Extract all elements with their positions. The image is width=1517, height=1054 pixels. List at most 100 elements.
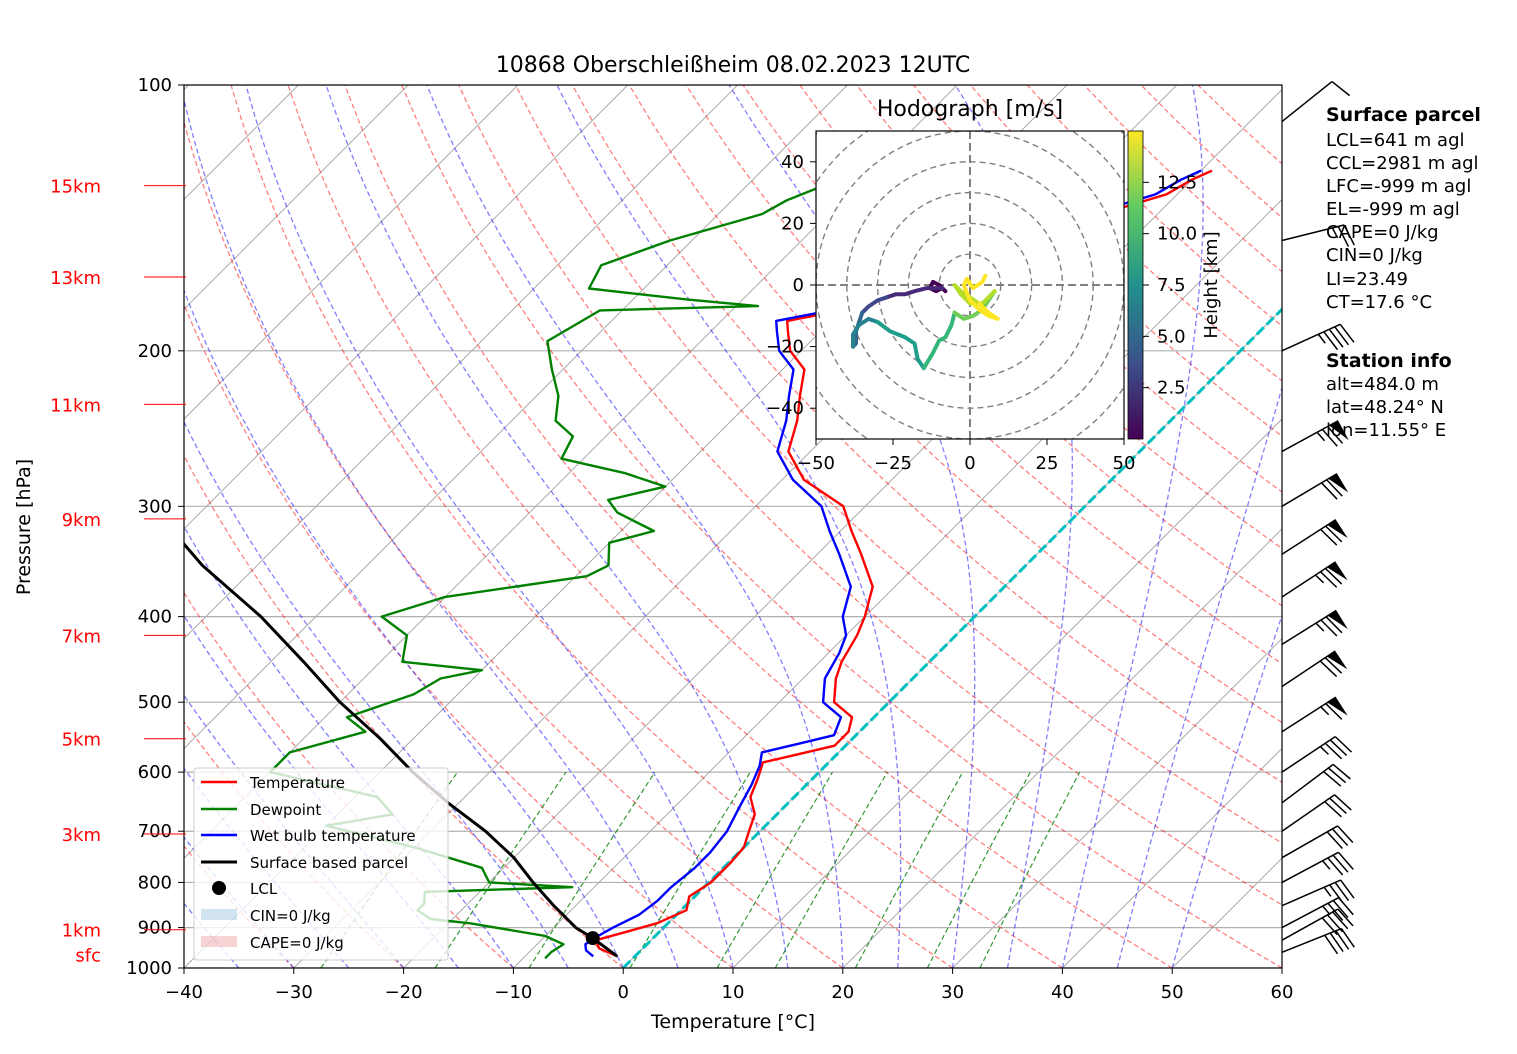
isotherm-line	[1062, 747, 1282, 968]
legend-label-cape: CAPE=0 J/kg	[250, 934, 344, 952]
station-alt: alt=484.0 m	[1326, 374, 1439, 395]
dewpoint-line	[268, 184, 825, 960]
barb-flag	[1334, 881, 1350, 902]
barb-halfflag	[1323, 886, 1332, 897]
barb-staff	[1281, 896, 1339, 929]
hodograph-ticks: −50 −25 0 25 50 40 20 0 −20 −40	[766, 152, 1135, 474]
surface-ccl: CCL=2981 m agl	[1326, 153, 1479, 174]
barb-flag	[1324, 934, 1339, 955]
y-tick-label: 900	[138, 918, 172, 939]
wind-barb	[1281, 224, 1355, 247]
wind-barb	[1281, 735, 1353, 773]
barb-flag	[1323, 331, 1339, 351]
moist-adiabat-line	[325, 85, 789, 968]
station-lat: lat=48.24° N	[1326, 397, 1444, 418]
barb-pennant	[1327, 519, 1348, 539]
legend-label-wetbulb: Wet bulb temperature	[250, 827, 416, 845]
colorbar-tick-label: 10.0	[1157, 224, 1197, 245]
barb-flag	[1325, 703, 1343, 720]
legend-label-dewpoint: Dewpoint	[250, 801, 321, 819]
y-tick-label: 200	[138, 341, 172, 362]
barb-staff	[1281, 763, 1334, 804]
surface-lfc: LFC=-999 m agl	[1326, 176, 1471, 197]
wind-barb	[1281, 896, 1354, 929]
moist-adiabat-line	[184, 614, 460, 968]
height-label: 15km	[50, 177, 101, 198]
barb-flag	[1332, 899, 1349, 919]
hodograph-y-tick-label: 20	[781, 213, 804, 234]
barb-flag	[1340, 879, 1355, 899]
isotherm-line	[732, 418, 1282, 968]
station-info-title: Station info	[1326, 350, 1452, 372]
x-tick-label: 10	[722, 982, 745, 1003]
dry-adiabat-line	[287, 85, 1063, 968]
barb-flag	[1327, 902, 1344, 921]
hodograph-title: Hodograph [m/s]	[877, 97, 1063, 122]
hodograph-x-tick-label: −50	[797, 453, 835, 474]
barb-flag	[1332, 763, 1351, 780]
barb-flag	[1329, 739, 1348, 757]
barb-flag	[1337, 825, 1354, 844]
dry-adiabat-line	[184, 454, 624, 968]
moist-adiabat-line	[1116, 385, 1282, 968]
barb-flag	[1334, 794, 1352, 811]
barb-halfflag	[1322, 905, 1331, 916]
height-label: 5km	[62, 730, 101, 751]
legend-label-parcel: Surface based parcel	[250, 854, 408, 872]
barb-staff	[1281, 323, 1341, 352]
hodograph-y-tick-label: −20	[766, 337, 804, 358]
isotherm-line	[184, 85, 519, 420]
barb-flag	[1324, 801, 1342, 818]
height-labels: 15km 13km 11km 9km 7km 5km 3km 1km sfc	[50, 177, 186, 966]
barb-flag	[1334, 326, 1350, 346]
barb-flag	[1324, 742, 1343, 760]
x-tick-label: 50	[1161, 982, 1184, 1003]
barb-flag	[1321, 482, 1338, 500]
y-tick-label: 100	[138, 75, 172, 96]
dry-adiabat-line	[401, 85, 1282, 968]
wind-barb	[1281, 794, 1352, 832]
surface-lcl: LCL=641 m agl	[1326, 130, 1465, 151]
barb-flag	[1340, 928, 1355, 948]
barb-staff	[1281, 80, 1333, 123]
barb-flag	[1337, 851, 1354, 870]
y-tick-label: 400	[138, 607, 172, 628]
mixing-ratio-line	[629, 771, 751, 968]
isotherm-line	[513, 198, 1282, 968]
mixing-ratio-line	[716, 771, 834, 968]
wind-barb	[1281, 696, 1348, 733]
hodograph-ring	[907, 222, 1033, 348]
hodograph-inset: Hodograph [m/s] −50 −25 0 25 50 40 20 0 −20 −40 2…	[766, 97, 1222, 474]
zero-isotherm	[622, 307, 1282, 968]
barb-flag	[1320, 619, 1338, 637]
x-tick-label: −20	[385, 982, 423, 1003]
legend-label-cin: CIN=0 J/kg	[250, 907, 331, 925]
wind-barb	[1281, 851, 1354, 884]
barb-staff	[1281, 851, 1339, 884]
barb-staff	[1281, 609, 1337, 645]
y-tick-label: 1000	[126, 958, 172, 979]
moist-adiabat-line	[556, 85, 902, 968]
height-label: 11km	[50, 395, 101, 416]
x-tick-label: 60	[1271, 982, 1294, 1003]
isotherm-line	[184, 85, 409, 310]
colorbar-tick-label: 12.5	[1157, 172, 1197, 193]
x-tick-label: −30	[275, 982, 313, 1003]
y-tick-label: 600	[138, 762, 172, 783]
x-tick-label: 0	[617, 982, 628, 1003]
barb-flag	[1326, 914, 1344, 933]
barb-pennant	[1327, 610, 1348, 630]
dry-adiabat-line	[344, 85, 1173, 968]
dry-adiabat-line	[458, 85, 1282, 906]
barb-flag	[1339, 323, 1355, 343]
wind-barb	[1281, 323, 1355, 352]
mixing-ratio-line	[854, 771, 964, 968]
barb-flag	[1327, 767, 1347, 784]
hodograph-y-tick-label: 40	[781, 152, 804, 173]
barb-staff	[1281, 650, 1336, 688]
barb-flag	[1324, 567, 1343, 585]
height-label: 3km	[62, 825, 101, 846]
surface-parcel-title: Surface parcel	[1326, 104, 1481, 126]
barb-pennant	[1328, 473, 1349, 493]
barb-staff	[1281, 420, 1339, 453]
